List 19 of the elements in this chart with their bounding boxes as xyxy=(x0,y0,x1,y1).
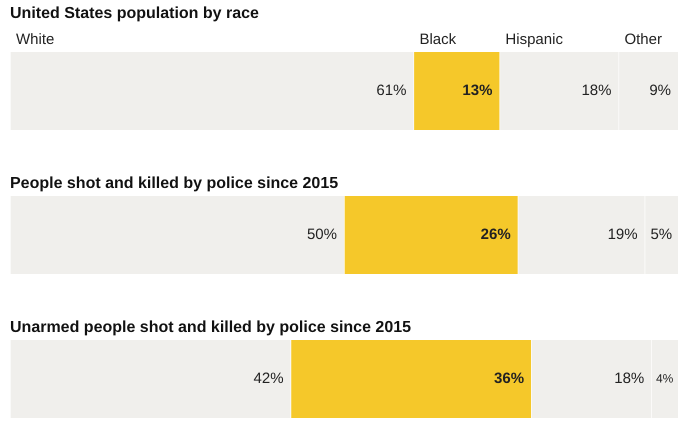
chart-title: United States population by race xyxy=(9,4,260,24)
data-label: 18% xyxy=(581,82,612,100)
data-label: 50% xyxy=(306,226,337,244)
data-label: 13% xyxy=(462,82,492,100)
data-label: 19% xyxy=(608,226,638,244)
series-label: White xyxy=(16,31,54,48)
data-label: 61% xyxy=(376,82,406,100)
data-label: 42% xyxy=(254,370,284,388)
data-label: 36% xyxy=(494,370,524,388)
data-label: 4% xyxy=(656,371,674,386)
series-label: Black xyxy=(419,31,457,48)
data-label: 18% xyxy=(614,370,644,388)
data-label: 5% xyxy=(650,226,672,244)
chart-title: People shot and killed by police since 2015 xyxy=(9,174,340,194)
series-label: Other xyxy=(624,31,662,48)
series-label: Hispanic xyxy=(505,31,564,48)
chart-title: Unarmed people shot and killed by police since 2015 xyxy=(9,318,412,338)
data-label: 26% xyxy=(480,226,511,244)
data-label: 9% xyxy=(649,82,671,100)
